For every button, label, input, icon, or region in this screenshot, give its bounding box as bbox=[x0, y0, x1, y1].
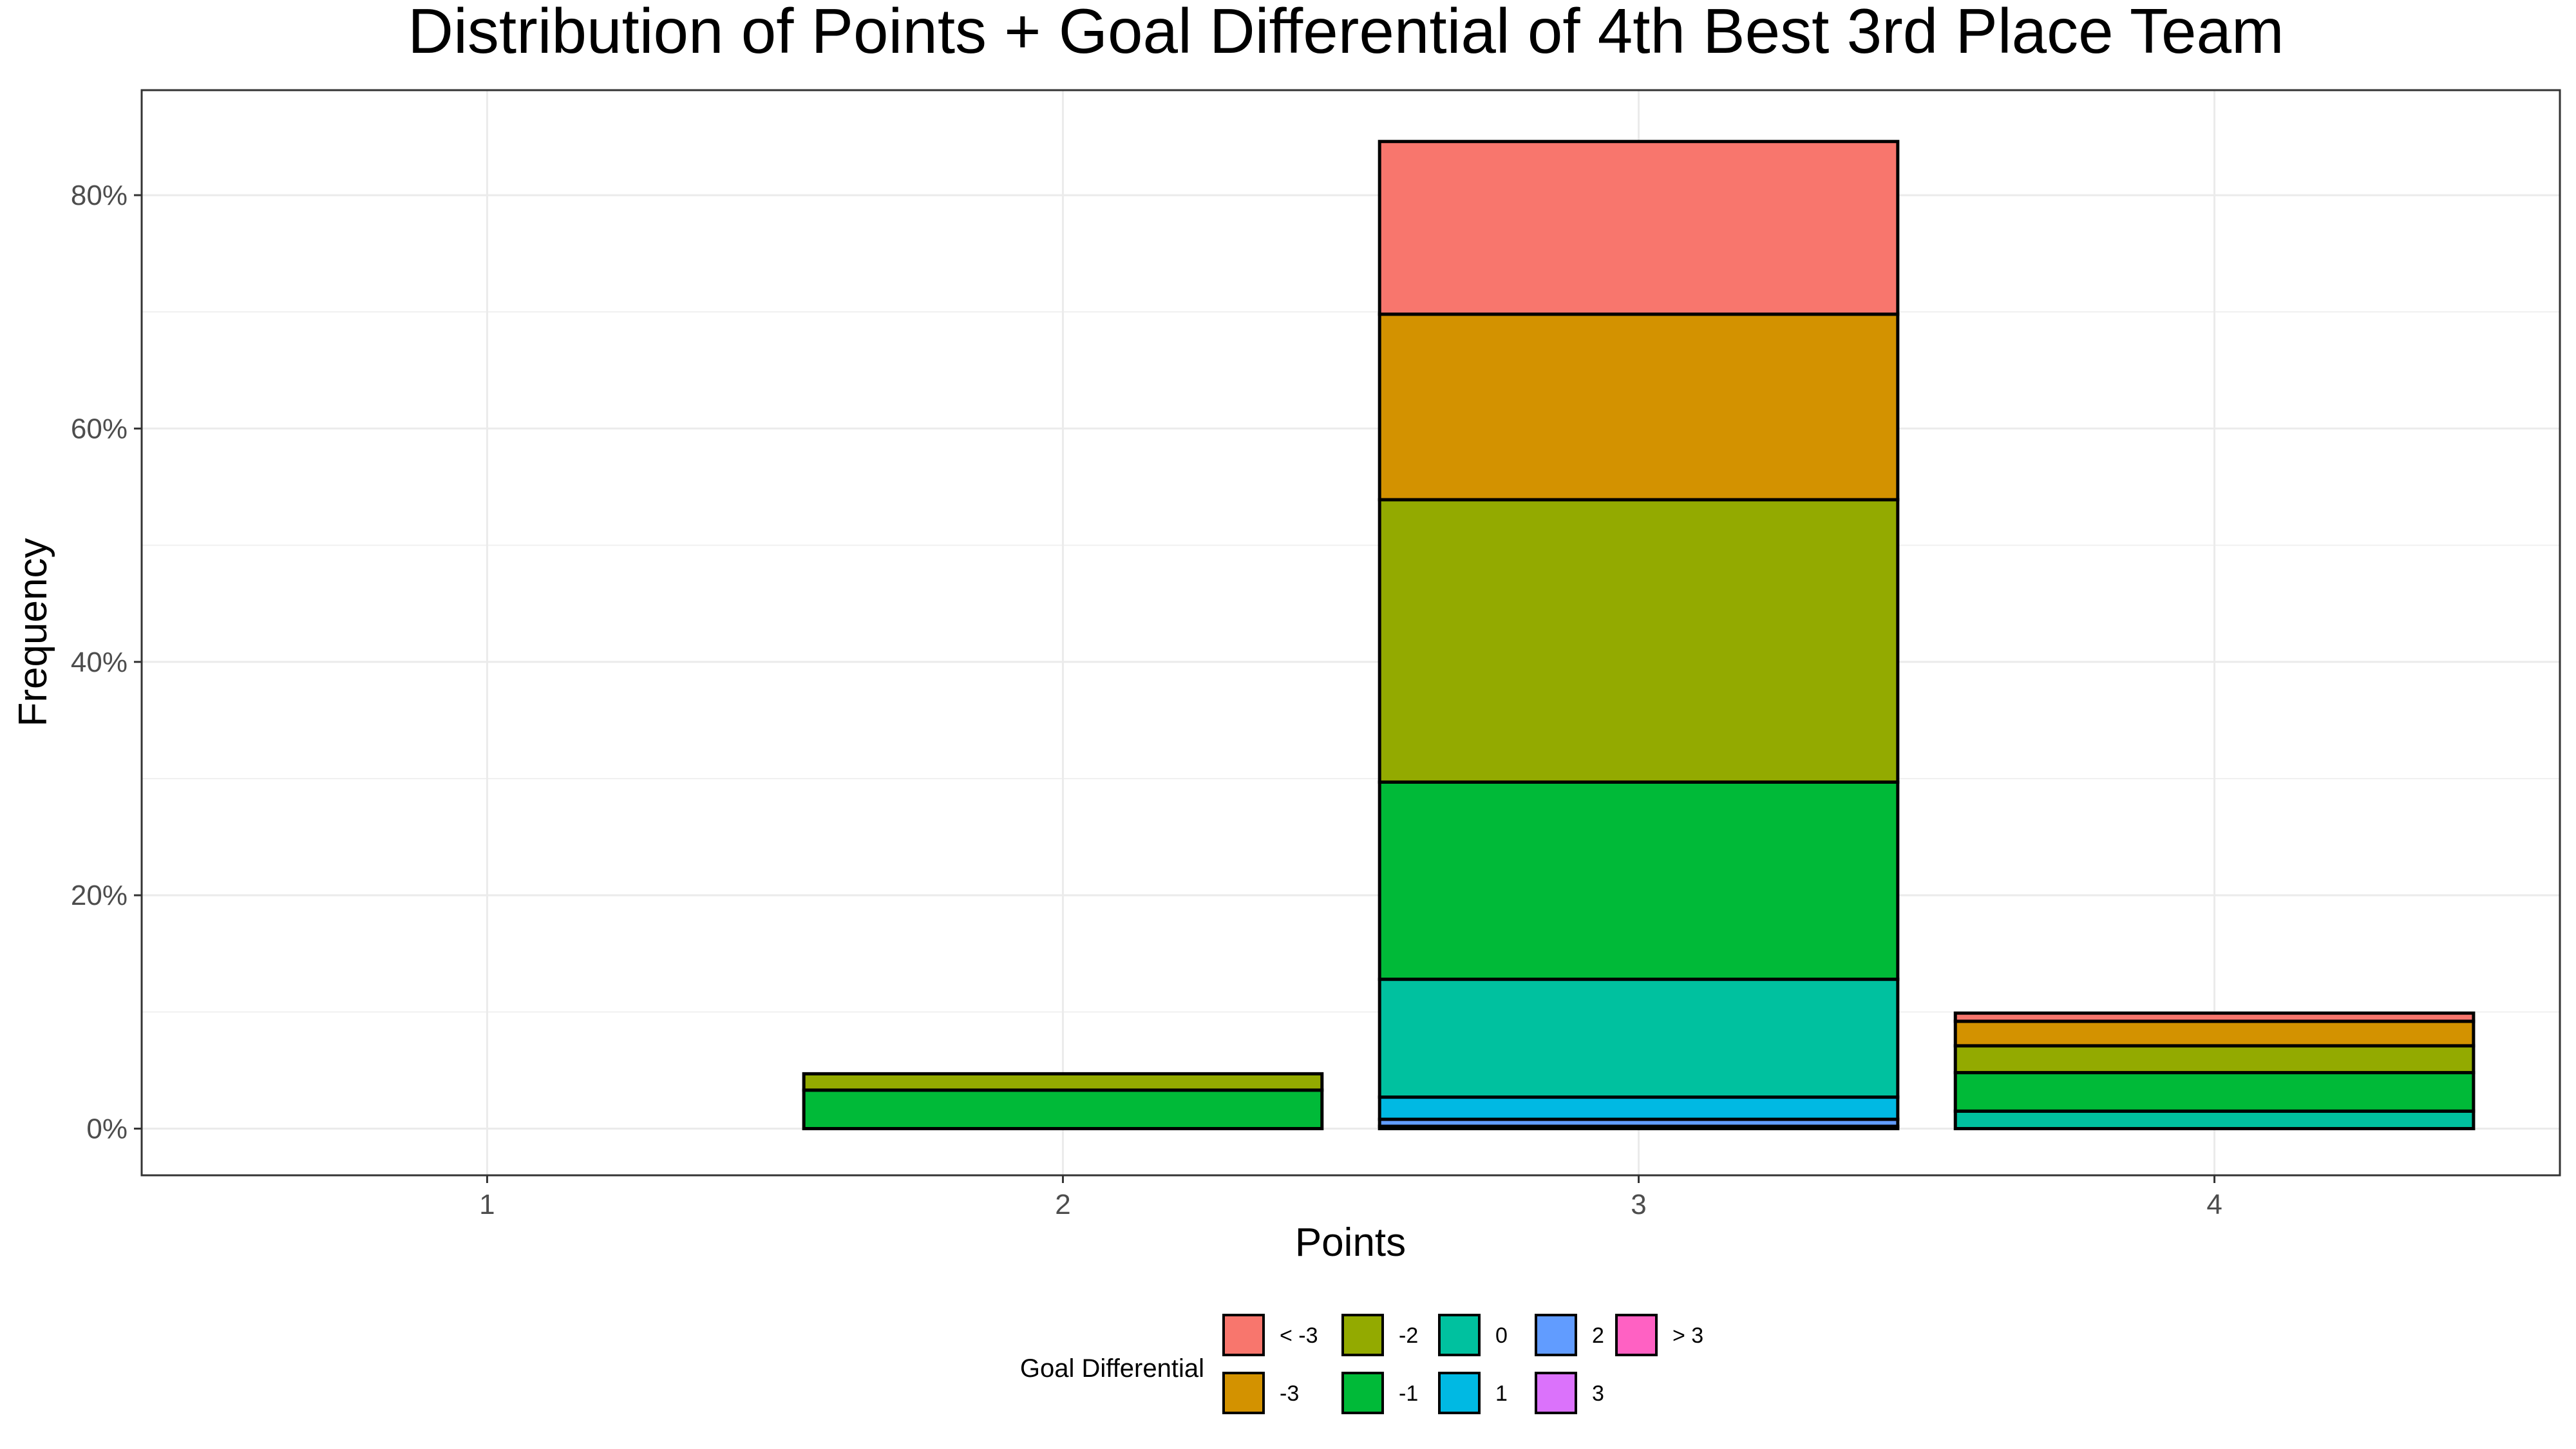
bar-segment bbox=[1378, 1095, 1900, 1121]
bar-segment bbox=[1378, 312, 1900, 502]
grid bbox=[142, 90, 2560, 1175]
bar-segment bbox=[1378, 780, 1900, 981]
y-axis-ticks: 0% 20% 40% 60% 80% bbox=[71, 180, 142, 1145]
y-tick-label: 20% bbox=[71, 880, 128, 911]
x-axis-label: Points bbox=[1295, 1220, 1406, 1265]
legend-label: 3 bbox=[1592, 1381, 1604, 1406]
legend-key bbox=[1615, 1314, 1658, 1356]
legend-label: -1 bbox=[1399, 1381, 1418, 1406]
legend-label: 0 bbox=[1495, 1323, 1508, 1348]
plot-panel bbox=[142, 90, 2560, 1175]
x-axis-ticks: 1 2 3 4 bbox=[479, 1175, 2222, 1220]
y-axis-label: Frequency bbox=[11, 538, 55, 727]
legend-label: 2 bbox=[1592, 1323, 1604, 1348]
plot-border bbox=[140, 89, 2561, 1177]
legend-label: -2 bbox=[1399, 1323, 1418, 1348]
bar-segment bbox=[1378, 978, 1900, 1099]
legend-title: Goal Differential bbox=[1020, 1354, 1204, 1383]
y-tick-label: 60% bbox=[71, 413, 128, 444]
bar-segment bbox=[1953, 1011, 2476, 1023]
legend-key bbox=[1438, 1314, 1481, 1356]
legend: Goal Differential < -3 -3 -2 -1 0 1 2 3 > 3 bbox=[1020, 1314, 1703, 1414]
legend-label: -3 bbox=[1280, 1381, 1299, 1406]
y-tick-label: 0% bbox=[86, 1113, 128, 1145]
x-tick-label: 4 bbox=[2206, 1189, 2222, 1220]
bar-segment bbox=[1953, 1044, 2476, 1075]
bar-segment bbox=[1953, 1019, 2476, 1048]
legend-key bbox=[1438, 1372, 1481, 1414]
x-tick-label: 2 bbox=[1055, 1189, 1070, 1220]
bar-segment bbox=[802, 1088, 1324, 1131]
legend-label: < -3 bbox=[1280, 1323, 1318, 1348]
chart-title: Distribution of Points + Goal Differenti… bbox=[408, 0, 2284, 66]
bar-segment bbox=[1953, 1071, 2476, 1113]
legend-label: > 3 bbox=[1672, 1323, 1703, 1348]
legend-key bbox=[1341, 1314, 1384, 1356]
y-tick-label: 40% bbox=[71, 647, 128, 678]
bar-segment bbox=[1378, 140, 1900, 316]
y-tick-label: 80% bbox=[71, 180, 128, 211]
legend-items: < -3 -3 -2 -1 0 1 2 3 > 3 bbox=[1222, 1314, 1703, 1414]
legend-key bbox=[1222, 1372, 1265, 1414]
legend-key bbox=[1222, 1314, 1265, 1356]
bar-segment bbox=[1953, 1109, 2476, 1131]
legend-key bbox=[1535, 1314, 1577, 1356]
legend-key bbox=[1341, 1372, 1384, 1414]
x-tick-label: 3 bbox=[1631, 1189, 1646, 1220]
legend-key bbox=[1535, 1372, 1577, 1414]
bars bbox=[802, 140, 2476, 1131]
bar-segment bbox=[1378, 498, 1900, 784]
x-tick-label: 1 bbox=[479, 1189, 495, 1220]
legend-label: 1 bbox=[1495, 1381, 1508, 1406]
bar-segment bbox=[802, 1072, 1324, 1092]
